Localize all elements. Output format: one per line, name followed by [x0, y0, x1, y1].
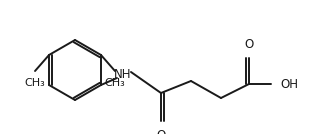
Text: O: O [244, 38, 254, 51]
Text: NH: NH [114, 68, 132, 81]
Text: CH₃: CH₃ [25, 78, 45, 88]
Text: O: O [156, 129, 166, 134]
Text: OH: OH [280, 77, 298, 90]
Text: CH₃: CH₃ [105, 78, 125, 88]
